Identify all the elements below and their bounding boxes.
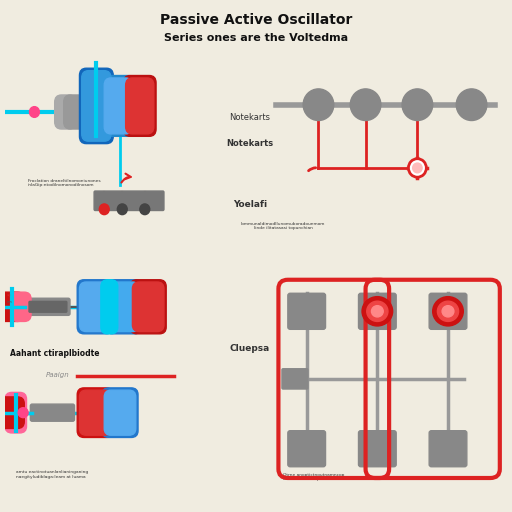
Text: Notekarts: Notekarts: [226, 139, 273, 148]
FancyBboxPatch shape: [102, 388, 138, 437]
FancyBboxPatch shape: [130, 280, 166, 334]
Text: Yoelafi: Yoelafi: [233, 200, 267, 209]
Circle shape: [372, 306, 383, 317]
Circle shape: [367, 301, 388, 322]
Circle shape: [409, 159, 426, 177]
FancyBboxPatch shape: [79, 390, 111, 435]
Text: Notekarts: Notekarts: [229, 113, 270, 122]
FancyBboxPatch shape: [79, 68, 113, 143]
FancyBboxPatch shape: [358, 293, 396, 329]
FancyBboxPatch shape: [429, 431, 467, 467]
FancyBboxPatch shape: [79, 282, 111, 332]
FancyBboxPatch shape: [30, 404, 75, 421]
Circle shape: [99, 204, 109, 215]
FancyBboxPatch shape: [123, 75, 156, 136]
FancyBboxPatch shape: [288, 431, 326, 467]
Text: Otrne anoptictnoutnamncop
iloa ntasmutedipl btotie lb: Otrne anoptictnoutnamncop iloa ntasmuted…: [283, 473, 345, 481]
Circle shape: [413, 163, 422, 173]
FancyBboxPatch shape: [104, 390, 136, 435]
FancyBboxPatch shape: [133, 282, 164, 332]
Text: Aahant ctiraplbiodte: Aahant ctiraplbiodte: [10, 349, 99, 358]
Text: Series ones are the Voltedma: Series ones are the Voltedma: [164, 33, 348, 44]
FancyBboxPatch shape: [94, 191, 164, 210]
Text: Passive Active Oscillator: Passive Active Oscillator: [160, 13, 352, 27]
Text: lommunaldimodllunomuboradounmom
linde ilitatasasi topunchian: lommunaldimodllunomuboradounmom linde il…: [241, 222, 325, 230]
Text: amtu eactinotuanlanlianinganing
naegityludiblaga:leam at luama: amtu eactinotuanlanlianinganing naegityl…: [16, 471, 89, 479]
FancyBboxPatch shape: [82, 71, 111, 141]
FancyBboxPatch shape: [288, 293, 326, 329]
Text: Cluepsa: Cluepsa: [230, 344, 270, 353]
Circle shape: [456, 89, 487, 120]
FancyBboxPatch shape: [104, 78, 133, 134]
FancyBboxPatch shape: [77, 280, 113, 334]
Text: mn: mn: [6, 301, 12, 305]
FancyBboxPatch shape: [55, 95, 76, 129]
Circle shape: [362, 296, 393, 326]
Circle shape: [350, 89, 381, 120]
Circle shape: [18, 408, 28, 418]
Text: Froclation draneltilnomoniunones
inlaGip:ntodilnomonodilnosom: Froclation draneltilnomoniunones inlaGip…: [28, 179, 100, 187]
FancyBboxPatch shape: [125, 78, 154, 134]
Circle shape: [30, 106, 39, 117]
FancyBboxPatch shape: [5, 392, 27, 433]
FancyBboxPatch shape: [0, 397, 24, 429]
FancyBboxPatch shape: [282, 369, 308, 389]
Circle shape: [442, 306, 454, 317]
FancyBboxPatch shape: [358, 431, 396, 467]
Circle shape: [140, 204, 150, 215]
Circle shape: [402, 89, 433, 120]
FancyBboxPatch shape: [108, 282, 139, 332]
Text: Paaign: Paaign: [46, 372, 70, 378]
Circle shape: [117, 204, 127, 215]
Circle shape: [437, 301, 459, 322]
Circle shape: [433, 296, 463, 326]
Circle shape: [303, 89, 334, 120]
FancyBboxPatch shape: [101, 280, 118, 334]
FancyBboxPatch shape: [11, 292, 31, 322]
FancyBboxPatch shape: [429, 293, 467, 329]
FancyBboxPatch shape: [63, 95, 85, 129]
FancyBboxPatch shape: [29, 302, 67, 312]
FancyBboxPatch shape: [26, 298, 70, 315]
FancyBboxPatch shape: [77, 388, 113, 437]
FancyBboxPatch shape: [102, 75, 135, 136]
FancyBboxPatch shape: [105, 280, 141, 334]
Text: ag: ag: [6, 292, 11, 296]
FancyBboxPatch shape: [0, 292, 24, 322]
